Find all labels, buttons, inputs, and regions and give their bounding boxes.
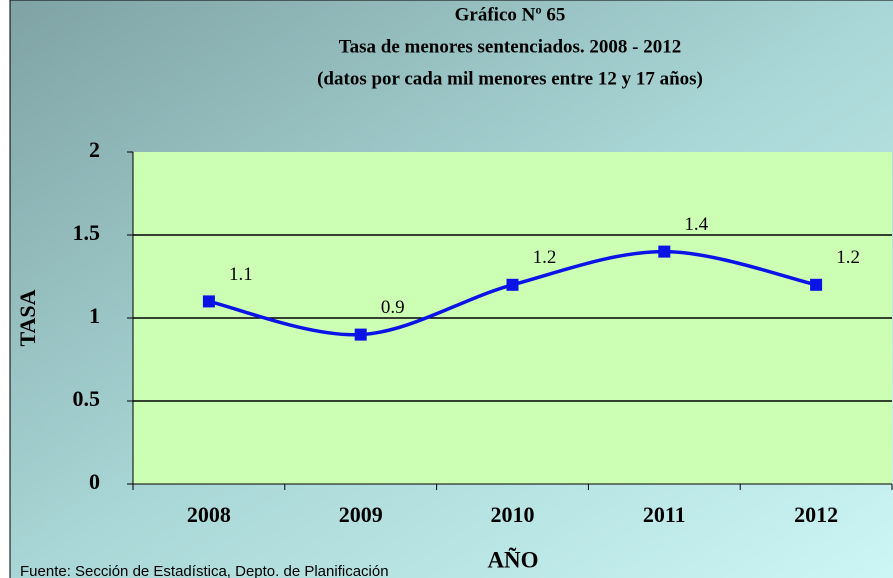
data-label: 1.4 (684, 214, 708, 235)
point-marker (810, 278, 823, 291)
y-axis-label: TASA (15, 289, 40, 346)
source-note: Fuente: Sección de Estadística, Depto. d… (20, 563, 389, 578)
x-tick-label: 2012 (794, 502, 838, 527)
x-tick-label: 2011 (643, 502, 686, 527)
x-tick-label: 2008 (187, 502, 231, 527)
y-tick-label: 0 (89, 469, 100, 494)
point-marker (202, 295, 215, 308)
point-marker (506, 278, 519, 291)
data-label: 1.2 (533, 247, 557, 268)
point-marker (658, 245, 671, 258)
chart-title: Gráfico Nº 65 (455, 4, 566, 25)
chart-subtitle: (datos por cada mil menores entre 12 y 1… (317, 68, 703, 89)
point-marker (354, 328, 367, 341)
y-tick-label: 1.5 (73, 220, 101, 245)
y-tick-label: 2 (89, 137, 100, 162)
x-axis-label: AÑO (487, 547, 538, 572)
x-tick-label: 2009 (339, 502, 383, 527)
data-label: 1.1 (229, 264, 253, 285)
x-tick-label: 2010 (491, 502, 535, 527)
y-tick-label: 0.5 (73, 386, 101, 411)
data-label: 0.9 (381, 297, 405, 318)
y-tick-label: 1 (89, 303, 100, 328)
chart-subtitle: Tasa de menores sentenciados. 2008 - 201… (339, 36, 682, 57)
data-label: 1.2 (836, 247, 860, 268)
